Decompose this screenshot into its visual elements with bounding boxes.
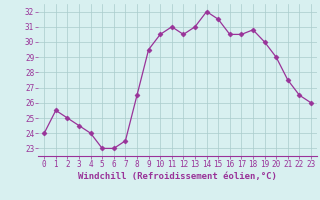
- X-axis label: Windchill (Refroidissement éolien,°C): Windchill (Refroidissement éolien,°C): [78, 172, 277, 181]
